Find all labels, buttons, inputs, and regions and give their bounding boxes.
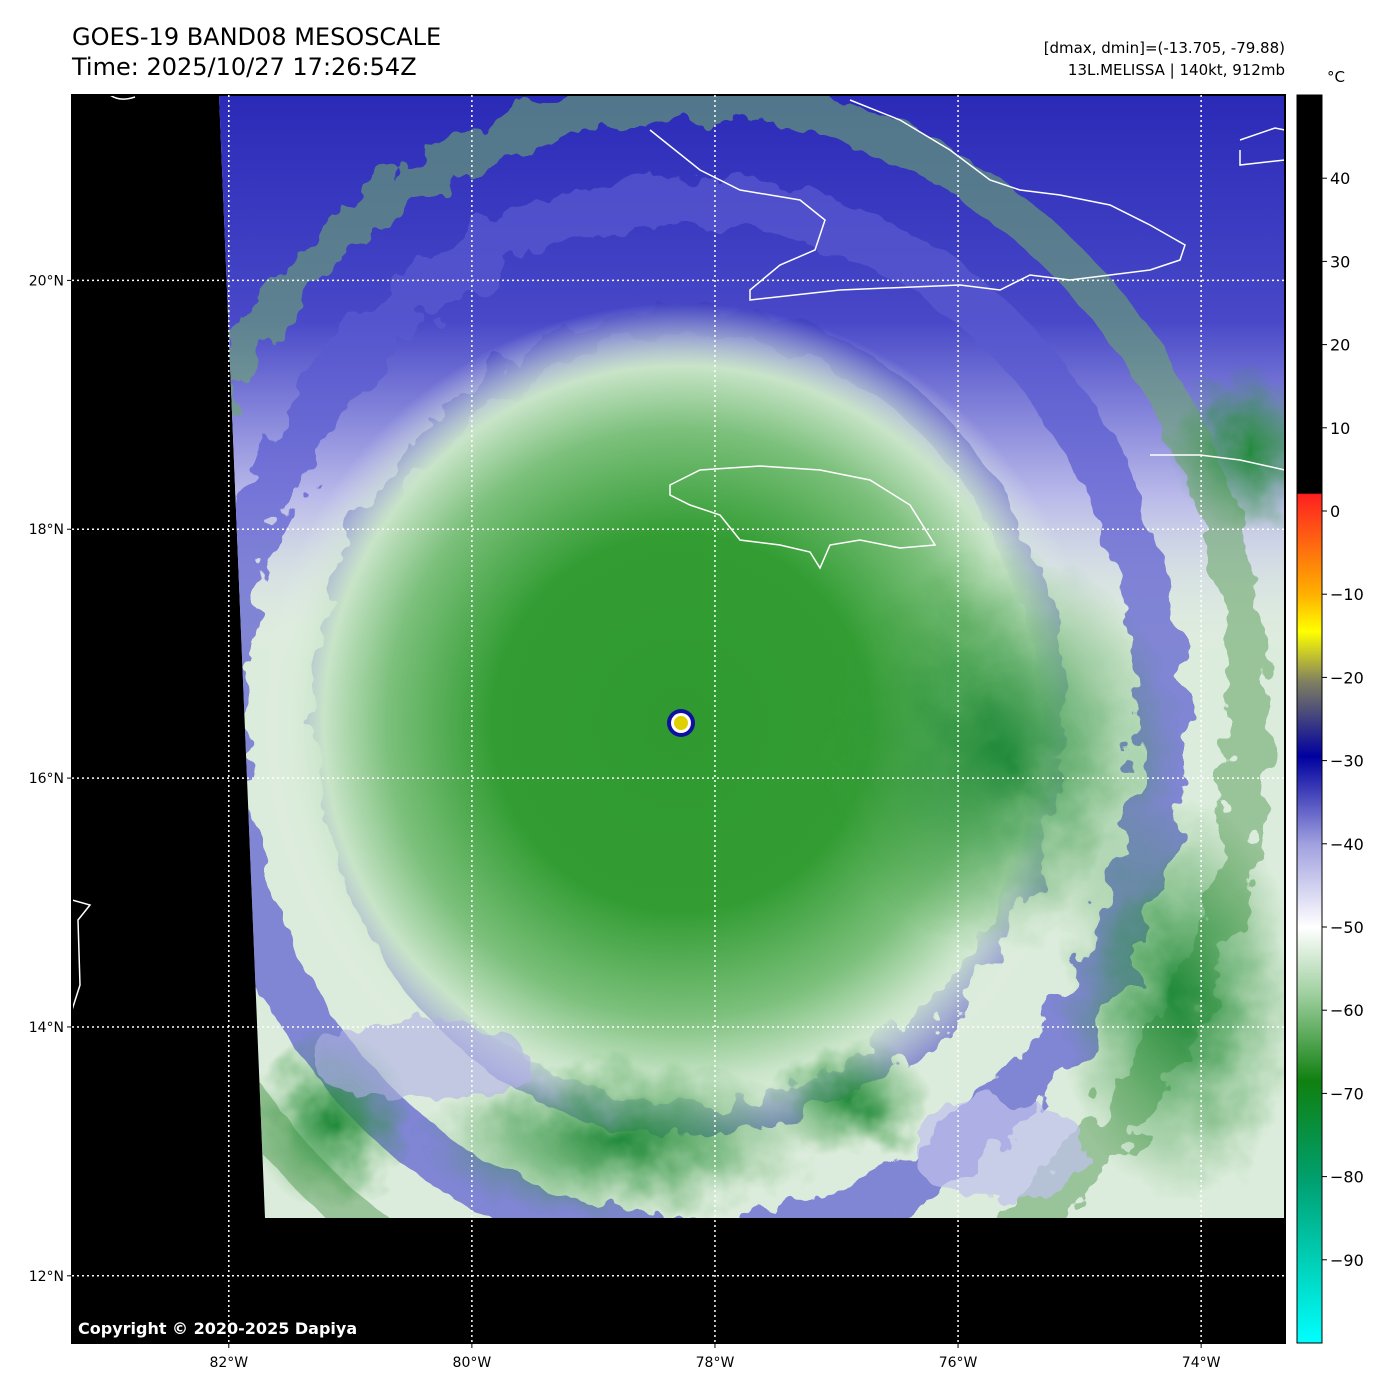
colorbar-tick-label: −60 — [1330, 1001, 1364, 1020]
colorbar-tick-label: −90 — [1330, 1251, 1364, 1270]
colorbar-unit: °C — [1327, 68, 1345, 86]
colorbar-tick-label: −40 — [1330, 835, 1364, 854]
y-tick-label: 16°N — [29, 771, 64, 787]
colorbar-tick-label: 10 — [1330, 419, 1350, 438]
colorbar-tick-label: 40 — [1330, 169, 1350, 188]
time: Time: 2025/10/27 17:26:54Z — [71, 53, 417, 81]
colorbar-tick-label: −50 — [1330, 918, 1364, 937]
copyright: Copyright © 2020-2025 Dapiya — [78, 1319, 357, 1338]
colorbar — [1296, 94, 1323, 1344]
colorbar-tick-label: 30 — [1330, 252, 1350, 271]
title: GOES-19 BAND08 MESOSCALE — [72, 23, 441, 51]
colorbar-tick-label: −70 — [1330, 1084, 1364, 1103]
range: [dmax, dmin]=(-13.705, -79.88) — [1044, 39, 1285, 57]
imagery: Copyright © 2020-2025 Dapiya — [72, 95, 1285, 1343]
colorbar-tick-label: −20 — [1330, 668, 1364, 687]
colorbar-tick-label: −80 — [1330, 1168, 1364, 1187]
colorbar-tick-label: −10 — [1330, 585, 1364, 604]
map-frame — [71, 94, 1286, 1344]
x-tick-label: 80°W — [453, 1355, 492, 1371]
colorbar-tick-label: −30 — [1330, 752, 1364, 771]
colorbar-tick-label: 20 — [1330, 336, 1350, 355]
x-tick-label: 78°W — [696, 1355, 735, 1371]
y-tick-label: 20°N — [29, 273, 64, 289]
x-tick-label: 74°W — [1182, 1355, 1221, 1371]
y-tick-label: 12°N — [29, 1269, 64, 1285]
x-tick-label: 82°W — [209, 1355, 248, 1371]
storm-info: 13L.MELISSA | 140kt, 912mb — [1068, 61, 1285, 79]
y-tick-label: 14°N — [29, 1020, 64, 1036]
y-tick-label: 18°N — [29, 522, 64, 538]
colorbar-tick-label: 0 — [1330, 502, 1340, 521]
x-tick-label: 76°W — [939, 1355, 978, 1371]
